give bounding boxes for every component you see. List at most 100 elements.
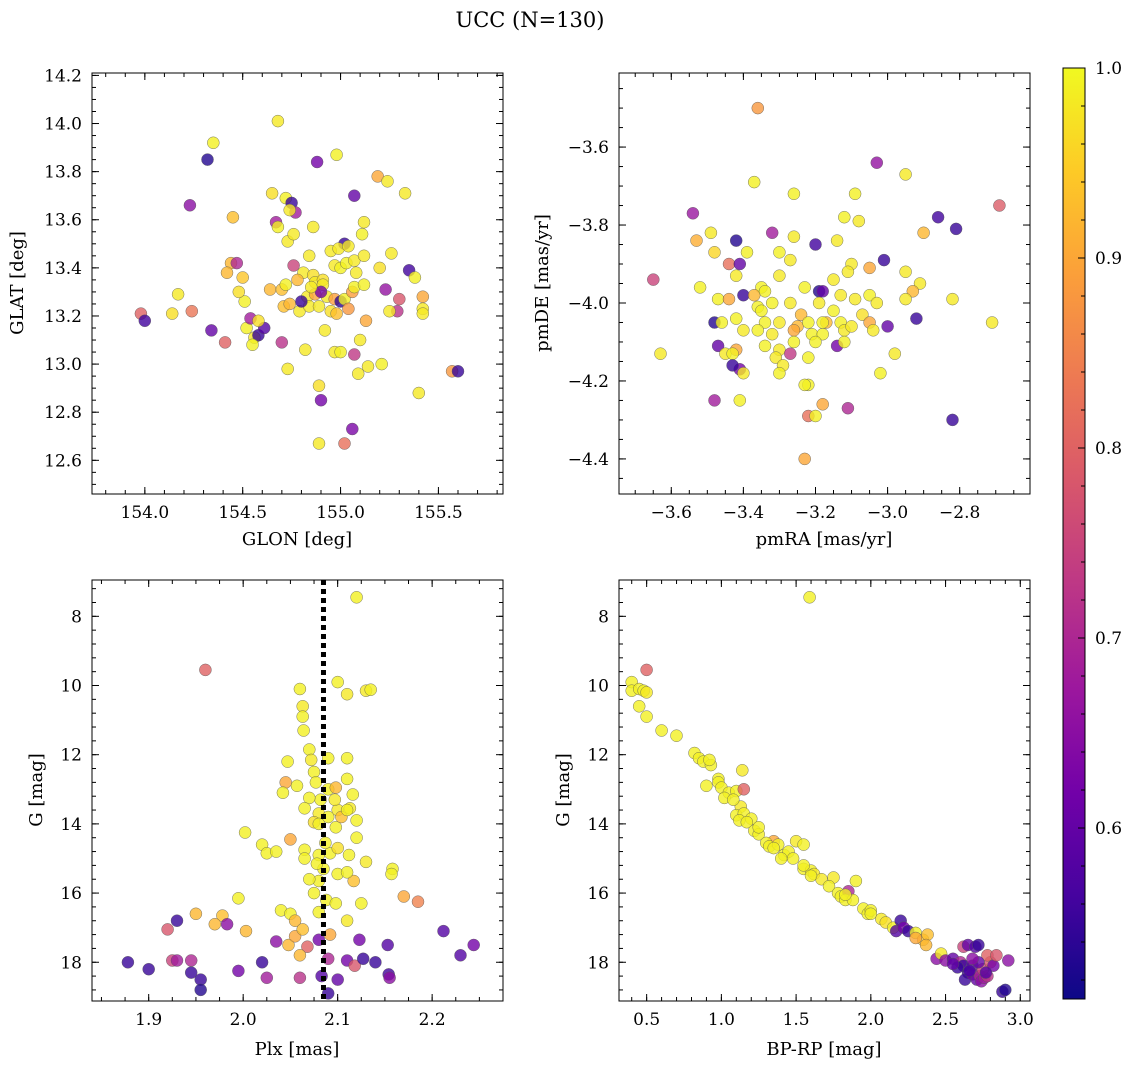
data-point [809, 335, 822, 349]
data-point [342, 848, 356, 862]
x-tick-label: 1.9 [135, 1010, 162, 1030]
data-point [990, 949, 1003, 962]
data-point [379, 283, 392, 296]
x-tick-label: 1.5 [783, 1010, 810, 1030]
plot-frame [91, 72, 504, 495]
data-point [220, 918, 234, 931]
data-point [802, 316, 815, 329]
data-point [329, 897, 342, 910]
data-point [283, 297, 296, 311]
y-tick-label: −3.8 [568, 216, 609, 236]
data-point [357, 215, 371, 229]
data-point [748, 289, 761, 302]
data-point [737, 324, 750, 337]
x-tick-label: 3.0 [1007, 1010, 1034, 1030]
data-point [340, 752, 354, 765]
data-point [364, 683, 377, 696]
data-point [282, 938, 295, 952]
data-point [183, 199, 197, 212]
y-tick-label: 10 [587, 677, 609, 697]
plot-frame [91, 579, 504, 1002]
y-tick-label: 18 [587, 953, 609, 973]
data-point [238, 826, 252, 839]
data-point [715, 316, 728, 329]
data-point [863, 289, 876, 302]
colorbar-tick-label: 0.7 [1095, 629, 1122, 649]
x-axis-label: BP-RP [mag] [766, 1039, 881, 1060]
data-point [246, 338, 259, 351]
data-point [708, 394, 721, 407]
y-tick-label: 13.8 [44, 163, 82, 183]
data-point [906, 285, 919, 298]
colorbar-gradient [1063, 68, 1085, 999]
data-point [921, 928, 934, 941]
data-point [827, 304, 840, 317]
data-point [340, 914, 354, 927]
data-point [838, 335, 851, 349]
y-tick-label: 16 [587, 884, 609, 904]
data-point [798, 452, 811, 466]
data-point [737, 289, 750, 302]
points-layer [647, 101, 1006, 466]
data-point [307, 765, 321, 779]
data-point [786, 852, 800, 865]
data-point [909, 931, 922, 945]
data-point [218, 336, 232, 349]
data-point [751, 324, 764, 337]
data-point [972, 938, 985, 952]
colorbar: 0.6 0.7 0.8 0.9 1.0 [1062, 59, 1122, 1000]
data-point [357, 278, 371, 291]
data-point [293, 682, 307, 696]
data-point [185, 305, 199, 318]
data-point [208, 918, 222, 931]
y-tick-label: 12 [587, 746, 609, 766]
data-point [864, 907, 877, 920]
y-tick-label: 14 [60, 815, 82, 835]
colorbar-tick-label: 0.9 [1095, 249, 1122, 269]
data-point [946, 413, 959, 427]
data-point [784, 347, 797, 360]
x-tick-label: 2.5 [932, 1010, 959, 1030]
x-axis-label: pmRA [mas/yr] [756, 529, 893, 550]
data-point [758, 316, 772, 329]
data-point [727, 793, 740, 806]
x-axis-label: Plx [mas] [255, 1039, 340, 1060]
data-point [305, 753, 318, 767]
data-point [708, 246, 721, 259]
data-point [348, 189, 361, 202]
data-point [276, 786, 290, 799]
data-point [348, 959, 361, 972]
data-point [297, 724, 310, 737]
data-point [330, 307, 343, 320]
data-point [787, 187, 801, 201]
data-point [874, 367, 887, 380]
data-point [383, 305, 396, 318]
data-point [281, 755, 294, 768]
x-tick-label: 1.0 [708, 1010, 735, 1030]
data-point [848, 292, 862, 306]
data-point [841, 402, 855, 415]
data-point [350, 831, 363, 844]
data-point [841, 265, 855, 278]
data-point [931, 210, 945, 224]
data-point [357, 249, 371, 263]
data-point [252, 314, 265, 327]
data-point [888, 347, 901, 360]
data-point [804, 869, 818, 882]
data-point [737, 783, 750, 796]
data-point [640, 710, 653, 723]
x-tick-label: 155.0 [316, 503, 365, 523]
y-axis-label: pmDE [mas/yr] [532, 214, 553, 352]
data-point [161, 923, 174, 936]
data-point [867, 324, 880, 337]
y-axis-label: G [mag] [26, 753, 47, 826]
y-tick-label: 14 [587, 815, 609, 835]
data-point [766, 226, 779, 240]
y-tick-label: 13.4 [44, 259, 82, 279]
data-point [797, 859, 810, 872]
y-tick-label: 8 [71, 607, 82, 627]
data-point [787, 335, 801, 349]
x-tick-label: 2.2 [419, 1010, 446, 1030]
data-point [301, 940, 314, 953]
